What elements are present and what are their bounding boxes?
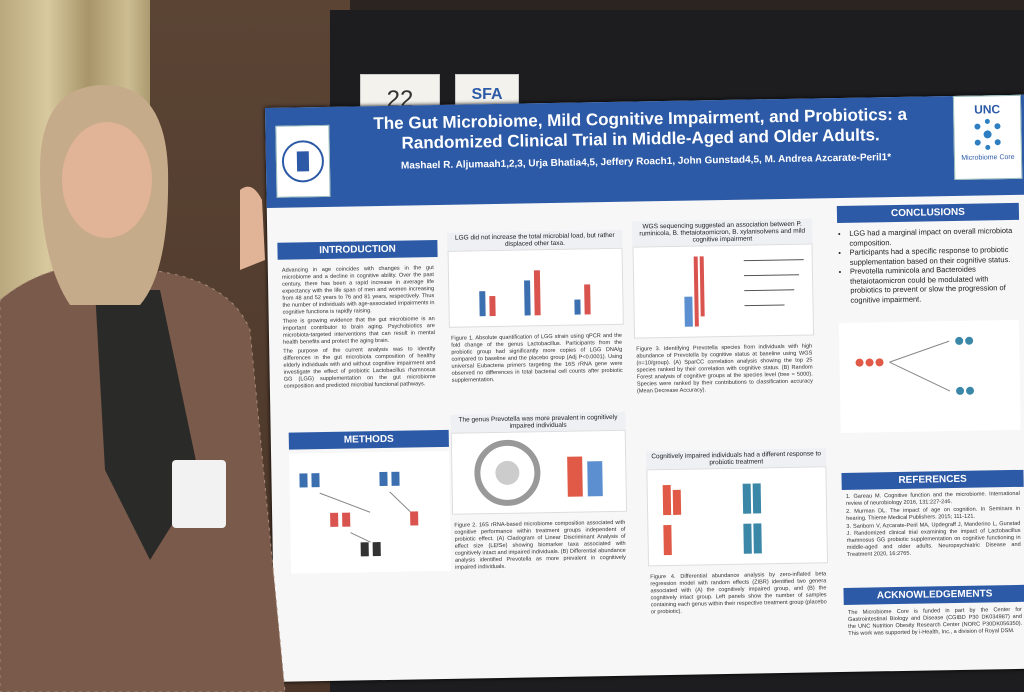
figure-chart [646,466,829,567]
methods: METHODS [288,429,452,579]
paragraph: Advancing in age coincides with changes … [281,265,435,316]
figure-3: WGS sequencing suggested an association … [632,218,815,398]
figure-chart [450,429,628,515]
section-heading: INTRODUCTION [277,240,438,260]
figure-caption: Figure 2. 16S rRNA-based microbiome comp… [454,519,626,571]
figure-chart [632,243,815,339]
university-seal [275,124,331,198]
conclusion-item: Participants had a specific response to … [850,245,1020,267]
conclusion-list: LGG had a marginal impact on overall mic… [837,226,1020,305]
paragraph: The purpose of the current analysis was … [283,346,436,390]
section-heading: METHODS [288,429,449,450]
logo-text: UNC [974,102,1001,117]
figure-4: Cognitively impaired individuals had a d… [646,448,829,619]
conclusions: CONCLUSIONS LGG had a marginal impact on… [836,202,1023,438]
figure-caption: Figure 3. Identifying Prevotella species… [636,343,813,395]
face [62,122,152,238]
jacket-pattern [0,263,286,692]
section-heading: ACKNOWLEDGEMENTS [843,584,1024,605]
presenter [0,85,286,692]
acknowledgements: ACKNOWLEDGEMENTS The Microbiome Core is … [843,584,1024,643]
figure-chart [447,247,624,328]
figure-2: The genus Prevotella was more prevalent … [450,411,628,575]
figure-caption: Figure 1. Absolute quantification of LGG… [451,332,623,384]
poster: The Gut Microbiome, Mild Cognitive Impai… [265,94,1024,682]
acknowledgement-text: The Microbiome Core is funded in part by… [847,606,1023,637]
paragraph: There is growing evidence that the gut m… [282,316,436,346]
unc-logo: UNC Microbiome Core [952,94,1023,180]
reference: 3. Sanborn V, Azcarate-Peril MA, Updegra… [846,520,1021,558]
seal-icon [281,140,324,183]
references: REFERENCES 1. Gareau M. Cognitive functi… [841,469,1024,560]
section-heading: CONCLUSIONS [836,202,1020,224]
hand [240,186,265,270]
section-heading: REFERENCES [841,469,1024,490]
methods-diagram [289,450,452,574]
name-badge [172,460,226,528]
figure-1: LGG did not increase the total microbial… [447,229,625,388]
logo-icon [974,118,1001,150]
figure-caption: Figure 4. Differential abundance analysi… [650,571,827,616]
introduction: INTRODUCTION Advancing in age coincides … [277,240,440,393]
logo-caption: Microbiome Core [961,153,1015,162]
figure-heading: WGS sequencing suggested an association … [632,218,813,247]
conclusion-item: Prevotella ruminicola and Bacteroides th… [850,264,1021,305]
conclusion-graphic [838,319,1021,434]
